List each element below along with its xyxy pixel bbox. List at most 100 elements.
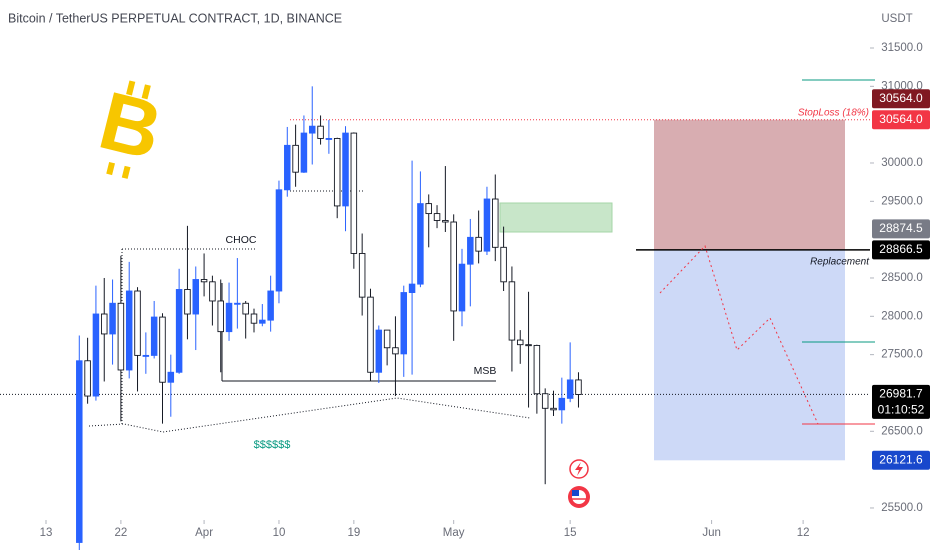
candle-body [125, 290, 133, 371]
candle-body [342, 132, 349, 207]
candle-body [408, 283, 416, 293]
candle-body [558, 397, 566, 411]
candle-body [159, 316, 166, 383]
stop-zone [654, 119, 845, 250]
candle-body [450, 221, 457, 312]
y-tick-label: 27500.0 [881, 349, 923, 361]
logo-bar [126, 80, 136, 96]
candle-body [142, 354, 150, 357]
candle-body [217, 300, 224, 333]
candle-body [566, 379, 574, 399]
candle-body [333, 138, 341, 207]
candle-body [533, 344, 541, 395]
candle-body [234, 302, 241, 305]
y-axis-label: USDT [881, 13, 912, 25]
x-tick-label: 12 [797, 527, 810, 539]
y-tick-label: 28000.0 [881, 310, 923, 322]
candle-body [475, 236, 482, 252]
price-label: 30564.0 [879, 91, 923, 105]
price-label: 26121.6 [879, 452, 923, 466]
candle-body [167, 371, 175, 383]
y-tick-label: 29500.0 [881, 195, 923, 207]
candle-body [275, 189, 283, 292]
x-tick-label: Apr [195, 527, 213, 539]
bitcoin-logo: B [91, 75, 170, 179]
candle-body [267, 290, 274, 321]
candle-body [417, 203, 424, 285]
countdown: 01:10:52 [878, 403, 925, 417]
candle-body [392, 347, 399, 355]
y-tick-label: 31500.0 [881, 42, 923, 54]
candle-body [575, 379, 582, 395]
liquidity-label: $$$$$$ [254, 439, 291, 451]
candle-body [492, 198, 499, 248]
candle-body [433, 213, 441, 221]
candle-body [100, 313, 108, 335]
candle-body [250, 313, 258, 324]
price-label: 26981.7 [879, 387, 923, 401]
price-label-box [872, 89, 930, 109]
candle-body [242, 302, 249, 315]
chart-title: Bitcoin / TetherUS PERPETUAL CONTRACT, 1… [8, 11, 342, 25]
candle-body [508, 281, 516, 341]
candle-body [516, 339, 524, 346]
candle-body [400, 292, 408, 355]
price-label-box [872, 110, 930, 130]
y-tick-label: 28500.0 [881, 272, 923, 284]
candle-body [76, 360, 83, 543]
candle-body [458, 263, 466, 312]
target-zone [499, 202, 613, 233]
candle-body [175, 289, 183, 373]
candle-body [84, 360, 91, 397]
candle-body [383, 329, 391, 349]
y-tick-label: 25500.0 [881, 502, 923, 514]
candle-body [308, 125, 316, 134]
candle-body [150, 316, 158, 356]
x-tick-label: 13 [40, 527, 53, 539]
logo-bar [106, 161, 115, 176]
candle-body [467, 236, 474, 265]
target-zone [654, 249, 845, 461]
logo-bar [121, 165, 131, 179]
candle-body [225, 302, 233, 333]
x-tick-label: 19 [347, 527, 360, 539]
logo-bar [141, 84, 151, 100]
x-tick-label: 10 [273, 527, 286, 539]
candle-body [425, 203, 432, 215]
candle-body [209, 281, 216, 302]
candle-body [134, 290, 141, 356]
candle-body [483, 198, 491, 252]
candle-body [442, 220, 449, 223]
price-label-box [872, 384, 930, 419]
candle-body [109, 302, 116, 335]
candle-body [367, 296, 374, 373]
msb-label: MSB [474, 365, 497, 377]
candle-body [500, 246, 507, 283]
candle-body [300, 132, 308, 173]
candle-body [317, 125, 324, 139]
candle-body [292, 144, 299, 173]
candle-body [541, 393, 549, 409]
price-label-box [872, 240, 930, 260]
x-tick-label: May [443, 527, 465, 539]
replacement-label: Replacement [810, 257, 870, 268]
candle-body [550, 407, 557, 411]
y-tick-label: 26500.0 [881, 425, 923, 437]
candle-body [184, 289, 191, 315]
stop-loss-label: StopLoss (18%) [798, 108, 869, 119]
candle-body [525, 344, 532, 347]
price-label-box [872, 219, 930, 239]
x-tick-label: Jun [702, 527, 721, 539]
candle-body [92, 313, 100, 397]
price-label: 28866.5 [879, 242, 923, 256]
price-label: 30564.0 [879, 112, 923, 126]
candle-body [350, 132, 358, 254]
x-tick-label: 15 [564, 527, 577, 539]
liquidity-line [88, 397, 531, 433]
candles [76, 86, 582, 550]
candle-body [284, 144, 291, 191]
candle-body [375, 329, 383, 373]
flag-canton [572, 490, 579, 496]
candle-body [325, 138, 333, 140]
